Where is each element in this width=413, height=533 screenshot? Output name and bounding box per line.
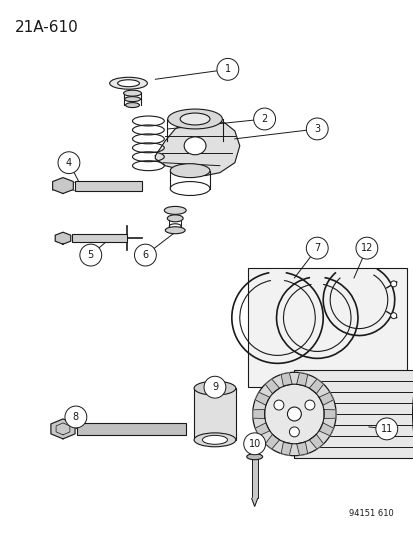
Text: 2: 2: [261, 114, 267, 124]
Polygon shape: [265, 434, 279, 449]
Bar: [72, 234, 126, 242]
Ellipse shape: [184, 137, 206, 155]
Polygon shape: [309, 434, 323, 449]
Ellipse shape: [123, 90, 141, 96]
Circle shape: [264, 384, 323, 444]
Circle shape: [273, 400, 283, 410]
Circle shape: [253, 108, 275, 130]
Text: 10: 10: [248, 439, 260, 449]
Circle shape: [80, 244, 102, 266]
Polygon shape: [296, 373, 307, 386]
Circle shape: [243, 433, 265, 455]
Circle shape: [204, 376, 225, 398]
Ellipse shape: [109, 77, 147, 89]
Bar: [251, 457, 257, 498]
Polygon shape: [280, 442, 292, 455]
Bar: [77, 423, 186, 435]
Text: 21A-610: 21A-610: [15, 20, 79, 35]
Ellipse shape: [194, 433, 235, 447]
Ellipse shape: [124, 96, 140, 102]
Bar: [194, 388, 235, 440]
Text: 7: 7: [313, 243, 320, 253]
Ellipse shape: [117, 80, 139, 87]
Polygon shape: [252, 409, 264, 418]
Circle shape: [304, 400, 314, 410]
Ellipse shape: [167, 109, 222, 129]
Ellipse shape: [170, 164, 209, 177]
Text: 12: 12: [360, 243, 372, 253]
Text: 1: 1: [224, 64, 230, 74]
Circle shape: [134, 244, 156, 266]
Polygon shape: [280, 373, 292, 386]
Text: 5: 5: [88, 250, 94, 260]
Ellipse shape: [167, 215, 183, 222]
Polygon shape: [318, 423, 333, 436]
Circle shape: [287, 407, 301, 421]
Polygon shape: [254, 423, 269, 436]
Ellipse shape: [412, 370, 413, 458]
Circle shape: [65, 406, 87, 428]
Circle shape: [375, 418, 397, 440]
Polygon shape: [254, 392, 269, 405]
Text: 9: 9: [211, 382, 218, 392]
Text: 3: 3: [313, 124, 320, 134]
Circle shape: [306, 118, 328, 140]
Circle shape: [252, 372, 335, 456]
Polygon shape: [296, 442, 307, 455]
Polygon shape: [52, 177, 73, 193]
Circle shape: [306, 237, 328, 259]
Circle shape: [355, 237, 377, 259]
Ellipse shape: [165, 227, 185, 234]
Polygon shape: [318, 392, 333, 405]
Polygon shape: [323, 409, 335, 418]
Circle shape: [390, 281, 396, 287]
Ellipse shape: [125, 103, 139, 108]
Bar: [294, 370, 413, 458]
Text: 94151 610: 94151 610: [348, 510, 393, 518]
Bar: [75, 181, 142, 190]
Polygon shape: [251, 498, 257, 506]
Polygon shape: [309, 379, 323, 394]
Ellipse shape: [194, 381, 235, 395]
Circle shape: [58, 152, 80, 174]
Circle shape: [289, 427, 299, 437]
Ellipse shape: [170, 182, 209, 196]
Circle shape: [390, 313, 396, 319]
Polygon shape: [265, 379, 279, 394]
Text: 11: 11: [380, 424, 392, 434]
Polygon shape: [51, 419, 75, 439]
Ellipse shape: [246, 454, 262, 459]
Text: 6: 6: [142, 250, 148, 260]
Ellipse shape: [202, 435, 227, 445]
Polygon shape: [155, 119, 239, 175]
Text: 4: 4: [66, 158, 72, 168]
Circle shape: [216, 59, 238, 80]
Text: 8: 8: [73, 412, 79, 422]
Ellipse shape: [169, 224, 181, 229]
Bar: [247, 268, 406, 387]
Ellipse shape: [180, 113, 209, 125]
Polygon shape: [55, 232, 71, 244]
Ellipse shape: [164, 206, 186, 214]
